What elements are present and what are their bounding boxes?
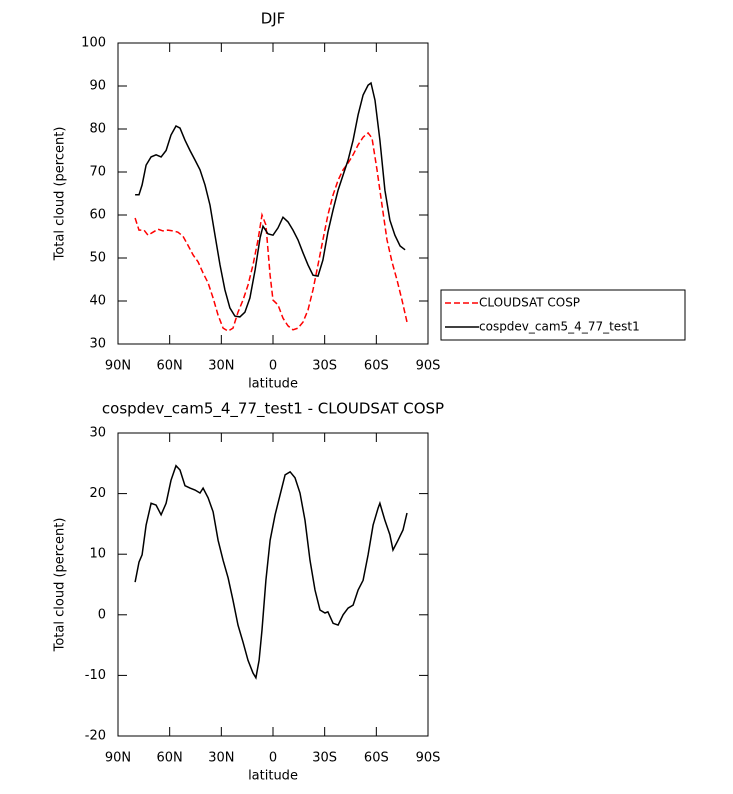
plot-frame	[117, 432, 429, 737]
x-tick-label: 30N	[208, 359, 234, 374]
y-tick-label: 70	[89, 165, 106, 180]
x-tick-label: 30S	[312, 751, 337, 766]
x-tick-label: 60N	[157, 359, 183, 374]
x-axis-label: latitude	[248, 377, 298, 392]
y-tick-label: 60	[89, 208, 106, 223]
x-tick-label: 90N	[105, 359, 131, 374]
legend-label: CLOUDSAT COSP	[479, 296, 580, 310]
y-tick-label: 40	[89, 294, 106, 309]
x-tick-label: 90S	[416, 359, 441, 374]
legend-box	[440, 289, 686, 341]
chart-title: DJF	[261, 10, 286, 28]
y-tick-label: 30	[89, 426, 106, 441]
y-tick-label: 20	[89, 486, 106, 501]
x-tick-label: 0	[269, 751, 277, 766]
plot-frame	[117, 42, 429, 345]
x-tick-label: 30N	[208, 751, 234, 766]
x-tick-label: 30S	[312, 359, 337, 374]
data-line	[135, 81, 406, 318]
y-tick-label: 30	[89, 337, 106, 352]
data-line	[134, 131, 408, 332]
y-tick-label: 0	[98, 607, 106, 622]
chart-title: cospdev_cam5_4_77_test1 - CLOUDSAT COSP	[102, 400, 444, 419]
y-tick-label: 80	[89, 122, 106, 137]
y-tick-label: 50	[89, 251, 106, 266]
x-tick-label: 90S	[416, 751, 441, 766]
x-tick-label: 0	[269, 359, 277, 374]
x-axis-label: latitude	[248, 769, 298, 784]
data-line	[134, 464, 408, 680]
y-tick-label: 10	[89, 547, 106, 562]
x-tick-label: 90N	[105, 751, 131, 766]
x-tick-label: 60S	[364, 359, 389, 374]
y-tick-label: -20	[85, 729, 106, 744]
x-tick-label: 60S	[364, 751, 389, 766]
x-tick-label: 60N	[157, 751, 183, 766]
y-tick-label: 100	[81, 36, 106, 51]
y-tick-label: -10	[85, 668, 106, 683]
y-axis-label: Total cloud (percent)	[53, 518, 68, 653]
y-axis-label: Total cloud (percent)	[53, 127, 68, 262]
y-tick-label: 90	[89, 79, 106, 94]
legend-label: cospdev_cam5_4_77_test1	[479, 320, 640, 334]
